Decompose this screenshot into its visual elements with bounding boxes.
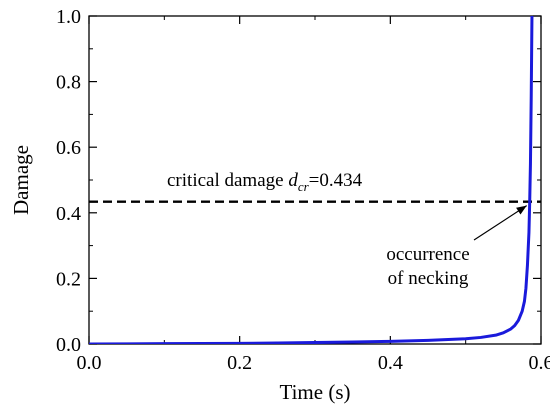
y-tick-label: 0.8 bbox=[56, 72, 81, 94]
x-tick-label: 0.4 bbox=[378, 352, 403, 374]
critical-damage-label-prefix: critical damage bbox=[167, 170, 288, 191]
annotation-group: occurrence of necking bbox=[386, 205, 528, 289]
critical-damage-label-sub: cr bbox=[298, 179, 310, 194]
critical-damage-label-var: d bbox=[288, 170, 298, 191]
y-axis-title: Damage bbox=[9, 145, 33, 215]
y-tick-label: 0.6 bbox=[56, 137, 81, 159]
y-tick-label: 0.0 bbox=[56, 334, 81, 356]
critical-damage-label: critical damage dcr=0.434 bbox=[167, 170, 363, 194]
y-axis: 0.0 0.2 0.4 0.6 0.8 1.0 bbox=[56, 6, 541, 356]
necking-arrow-head bbox=[516, 205, 527, 215]
reference-line-group: critical damage dcr=0.434 bbox=[89, 170, 541, 203]
x-tick-label: 0.2 bbox=[227, 352, 252, 374]
x-tick-label: 0.0 bbox=[77, 352, 102, 374]
necking-arrow-shaft bbox=[473, 205, 528, 241]
series-group bbox=[89, 16, 534, 344]
x-axis-title: Time (s) bbox=[280, 380, 351, 404]
necking-label-line2: of necking bbox=[388, 268, 469, 289]
necking-label-line1: occurrence bbox=[386, 244, 469, 265]
x-axis: 0.0 0.2 0.4 0.6 bbox=[77, 16, 550, 374]
x-tick-label: 0.6 bbox=[529, 352, 550, 374]
y-tick-label: 0.2 bbox=[56, 268, 81, 290]
critical-damage-label-value: =0.434 bbox=[309, 170, 363, 191]
damage-curve bbox=[89, 16, 534, 344]
y-tick-label: 1.0 bbox=[56, 6, 81, 28]
y-tick-label: 0.4 bbox=[56, 203, 81, 225]
